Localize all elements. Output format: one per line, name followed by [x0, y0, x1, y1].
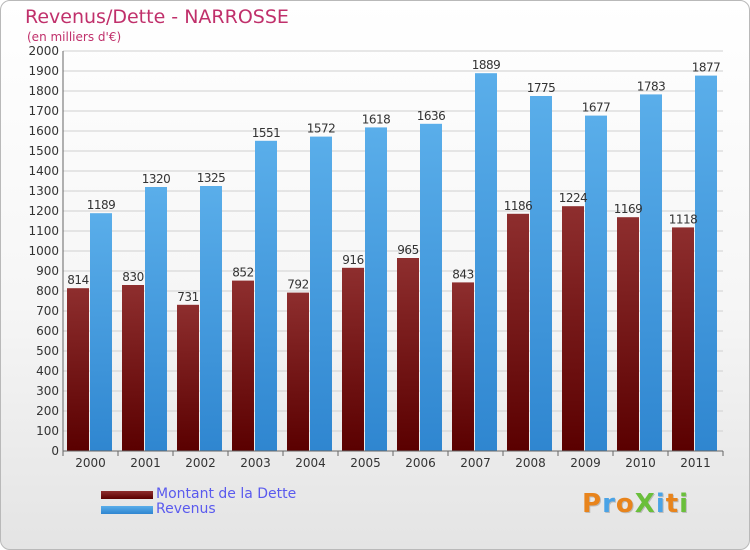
logo-letter: i — [679, 489, 690, 519]
y-tick-label: 1300 — [28, 184, 59, 198]
x-tick-label: 2003 — [240, 456, 271, 470]
data-label-dette: 792 — [287, 278, 308, 292]
bar-dette — [177, 304, 199, 451]
bar-revenus — [255, 140, 277, 452]
bar-dette — [287, 292, 309, 451]
y-tick-label: 1700 — [28, 104, 59, 118]
y-tick-label: 800 — [36, 284, 59, 298]
bar-revenus — [475, 73, 497, 451]
y-tick-label: 1500 — [28, 144, 59, 158]
data-label-revenus: 1877 — [692, 61, 721, 75]
bar-dette — [232, 280, 254, 451]
bar-revenus — [530, 96, 552, 451]
proxiti-logo: ProXiti — [582, 489, 689, 519]
y-tick-label: 0 — [51, 444, 59, 458]
bar-dette — [617, 217, 639, 451]
bar-revenus — [310, 136, 332, 451]
legend-swatch-revenus — [101, 506, 153, 514]
data-label-revenus: 1572 — [307, 122, 336, 136]
legend-label-dette: Montant de la Dette — [156, 486, 297, 502]
legend-swatch-dette — [101, 491, 153, 499]
logo-letter: t — [665, 489, 680, 519]
y-tick-label: 1000 — [28, 244, 59, 258]
data-label-revenus: 1618 — [362, 112, 391, 126]
bar-revenus — [90, 213, 112, 451]
data-label-dette: 965 — [397, 243, 418, 257]
x-tick-label: 2009 — [570, 456, 601, 470]
logo-letter: X — [634, 489, 656, 519]
y-tick-label: 2000 — [28, 44, 59, 58]
data-label-dette: 916 — [342, 253, 363, 267]
logo-letter: i — [655, 489, 666, 519]
x-tick-label: 2005 — [350, 456, 381, 470]
data-label-dette: 852 — [232, 266, 253, 280]
x-tick-label: 2000 — [75, 456, 106, 470]
data-label-dette: 814 — [67, 273, 88, 287]
y-tick-label: 1800 — [28, 84, 59, 98]
y-tick-label: 1100 — [28, 224, 59, 238]
y-tick-label: 100 — [36, 424, 59, 438]
data-label-revenus: 1636 — [417, 109, 446, 123]
data-label-revenus: 1677 — [582, 101, 611, 115]
y-tick-label: 400 — [36, 364, 59, 378]
y-tick-label: 1200 — [28, 204, 59, 218]
data-label-revenus: 1775 — [527, 81, 556, 95]
bar-revenus — [200, 186, 222, 451]
y-tick-label: 600 — [36, 324, 59, 338]
bar-revenus — [420, 123, 442, 452]
data-label-dette: 830 — [122, 270, 143, 284]
y-tick-label: 900 — [36, 264, 59, 278]
data-label-dette: 1186 — [504, 199, 533, 213]
bar-dette — [507, 213, 529, 451]
logo-letter: o — [615, 489, 635, 519]
y-tick-label: 200 — [36, 404, 59, 418]
bar-dette — [452, 282, 474, 451]
logo-letter: P — [582, 489, 603, 519]
data-label-dette: 843 — [452, 267, 473, 281]
data-label-dette: 1224 — [559, 191, 588, 205]
data-label-revenus: 1551 — [252, 126, 281, 140]
data-label-revenus: 1889 — [472, 58, 501, 72]
chart-subtitle: (en milliers d'€) — [27, 30, 122, 44]
y-tick-label: 300 — [36, 384, 59, 398]
data-label-dette: 1169 — [614, 202, 643, 216]
bar-dette — [67, 288, 89, 451]
bar-dette — [397, 258, 419, 451]
data-label-revenus: 1325 — [197, 171, 226, 185]
y-tick-label: 500 — [36, 344, 59, 358]
y-tick-label: 1600 — [28, 124, 59, 138]
bar-dette — [122, 285, 144, 451]
x-tick-label: 2011 — [680, 456, 711, 470]
bar-revenus — [695, 75, 717, 451]
x-tick-label: 2001 — [130, 456, 161, 470]
data-label-dette: 731 — [177, 290, 198, 304]
bar-revenus — [640, 94, 662, 452]
data-label-revenus: 1783 — [637, 79, 666, 93]
x-tick-label: 2002 — [185, 456, 216, 470]
x-tick-label: 2006 — [405, 456, 436, 470]
legend-label-revenus: Revenus — [156, 501, 216, 517]
x-tick-label: 2008 — [515, 456, 546, 470]
logo-letter: r — [602, 489, 616, 519]
data-label-dette: 1118 — [669, 212, 698, 226]
bar-dette — [342, 267, 364, 451]
bar-revenus — [585, 115, 607, 451]
bar-revenus — [145, 187, 167, 451]
x-tick-label: 2007 — [460, 456, 491, 470]
y-tick-label: 1400 — [28, 164, 59, 178]
data-label-revenus: 1320 — [142, 172, 171, 186]
y-tick-label: 700 — [36, 304, 59, 318]
y-tick-label: 1900 — [28, 64, 59, 78]
x-tick-label: 2004 — [295, 456, 326, 470]
chart-title: Revenus/Dette - NARROSSE — [25, 6, 289, 28]
bar-dette — [562, 206, 584, 451]
bar-dette — [672, 227, 694, 451]
bar-revenus — [365, 127, 387, 452]
x-tick-label: 2010 — [625, 456, 656, 470]
data-label-revenus: 1189 — [87, 198, 116, 212]
